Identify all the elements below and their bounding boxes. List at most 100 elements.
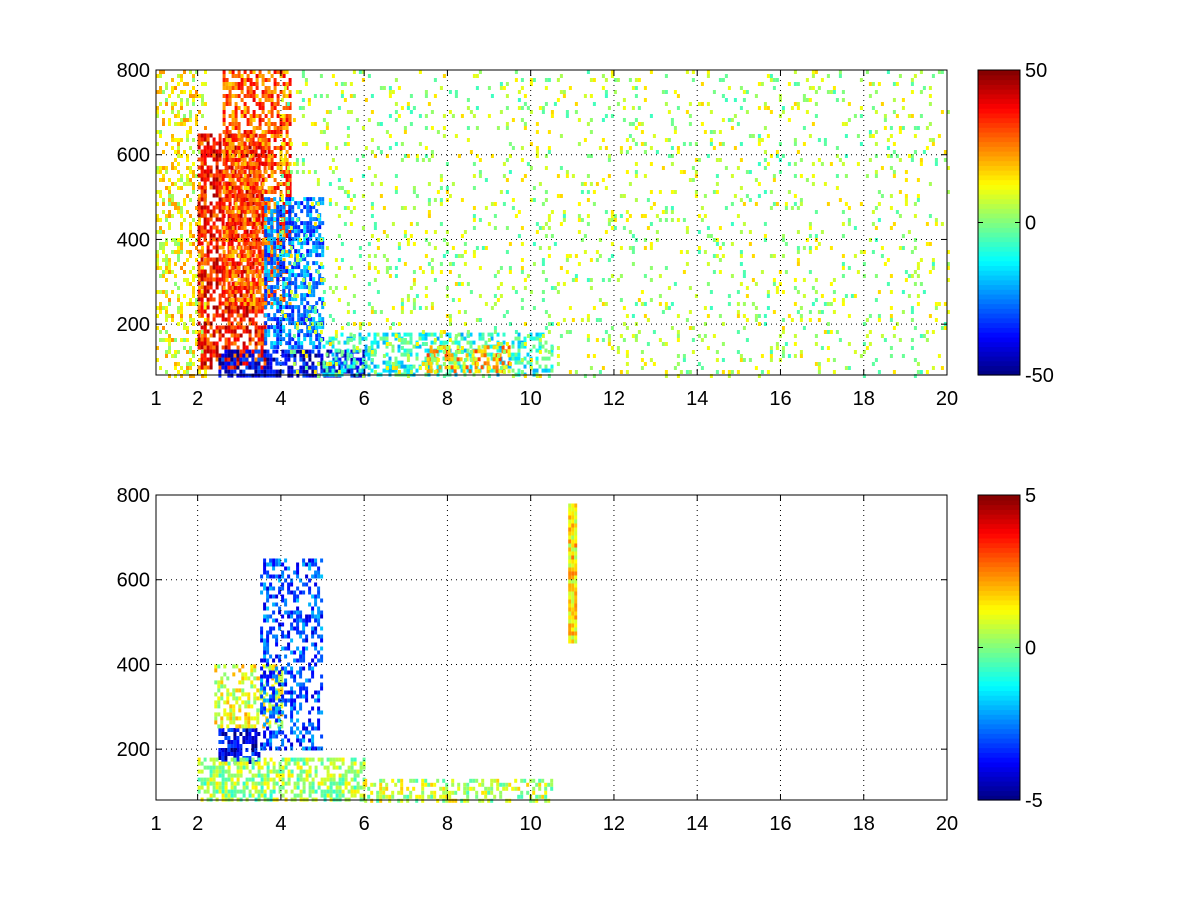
heatmap-cell xyxy=(523,278,527,282)
heatmap-cell xyxy=(186,282,189,286)
heatmap-cell xyxy=(670,146,674,150)
heatmap-cell xyxy=(255,78,259,82)
heatmap-cell xyxy=(487,332,491,337)
heatmap-cell xyxy=(685,250,689,254)
heatmap-cell xyxy=(538,350,542,354)
heatmap-cell xyxy=(252,234,256,238)
heatmap-cell xyxy=(643,174,647,178)
heatmap-cell xyxy=(472,114,476,118)
heatmap-cell xyxy=(270,305,274,310)
heatmap-cell xyxy=(234,202,238,206)
heatmap-cell xyxy=(459,357,463,362)
heatmap-cell xyxy=(252,270,256,274)
heatmap-cell xyxy=(355,360,359,365)
heatmap-cell xyxy=(195,302,198,306)
heatmap-cell xyxy=(508,266,512,270)
heatmap-cell xyxy=(306,293,310,298)
heatmap-cell xyxy=(367,346,371,350)
heatmap-cell xyxy=(781,106,785,110)
heatmap-cell xyxy=(171,250,174,254)
heatmap-cell xyxy=(853,254,857,258)
heatmap-cell xyxy=(730,222,734,226)
heatmap-cell xyxy=(766,370,770,374)
heatmap-cell xyxy=(556,78,560,82)
heatmap-cell xyxy=(643,142,647,146)
heatmap-cell xyxy=(359,373,363,378)
heatmap-cell xyxy=(349,266,353,270)
heatmap-cell xyxy=(243,158,247,162)
heatmap-cell xyxy=(733,98,737,102)
heatmap-cell xyxy=(817,310,821,314)
heatmap-cell xyxy=(577,230,581,234)
heatmap-cell xyxy=(171,110,174,114)
heatmap-cell xyxy=(288,345,292,350)
heatmap-cell xyxy=(307,306,311,310)
heatmap-cell xyxy=(347,369,351,374)
heatmap-cell xyxy=(481,344,485,349)
heatmap-cell xyxy=(198,302,201,306)
heatmap-cell xyxy=(382,360,386,365)
heatmap-cell xyxy=(267,237,271,242)
heatmap-cell xyxy=(619,370,623,374)
heatmap-cell xyxy=(352,334,356,338)
heatmap-cell xyxy=(319,130,323,134)
heatmap-cell xyxy=(186,174,189,178)
heatmap-cell xyxy=(288,102,292,106)
heatmap-cell xyxy=(248,365,252,370)
heatmap-cell xyxy=(616,350,620,354)
heatmap-cell xyxy=(346,364,350,369)
heatmap-cell xyxy=(511,146,515,150)
heatmap-cell xyxy=(168,302,171,306)
heatmap-cell xyxy=(249,178,253,182)
heatmap-cell xyxy=(448,262,452,266)
heatmap-cell xyxy=(832,370,836,374)
heatmap-cell xyxy=(221,333,225,338)
heatmap-cell xyxy=(282,213,286,218)
heatmap-cell xyxy=(315,325,319,330)
heatmap-cell xyxy=(406,340,410,345)
heatmap-cell xyxy=(292,294,296,298)
heatmap-cell xyxy=(180,154,183,158)
heatmap-cell xyxy=(694,142,698,146)
heatmap-cell xyxy=(505,122,509,126)
heatmap-cell xyxy=(318,225,322,230)
heatmap-cell xyxy=(412,282,416,286)
heatmap-cell xyxy=(514,336,518,341)
heatmap-cell xyxy=(171,194,174,198)
heatmap-cell xyxy=(430,332,434,337)
heatmap-cell xyxy=(159,338,162,342)
heatmap-cell xyxy=(242,133,246,138)
heatmap-cell xyxy=(571,278,575,282)
heatmap-cell xyxy=(254,145,258,150)
heatmap-cell xyxy=(376,340,380,345)
heatmap-cell xyxy=(835,154,839,158)
heatmap-cell xyxy=(257,193,261,198)
heatmap-cell xyxy=(276,245,280,250)
heatmap-cell xyxy=(430,110,434,114)
heatmap-cell xyxy=(209,333,213,338)
heatmap-cell xyxy=(317,353,321,358)
heatmap-cell xyxy=(257,353,261,358)
heatmap-cell xyxy=(218,265,222,270)
heatmap-cell xyxy=(239,373,243,378)
heatmap-cell xyxy=(823,330,827,334)
heatmap-cell xyxy=(183,118,186,122)
heatmap-cell xyxy=(307,98,311,102)
heatmap-cell xyxy=(261,142,265,146)
heatmap-cell xyxy=(288,82,292,86)
heatmap-cell xyxy=(306,221,310,226)
heatmap-cell xyxy=(334,146,338,150)
heatmap-cell xyxy=(264,265,268,270)
heatmap-cell xyxy=(234,270,238,274)
heatmap-cell xyxy=(340,90,344,94)
heatmap-cell xyxy=(270,225,274,230)
heatmap-cell xyxy=(754,314,758,318)
heatmap-cell xyxy=(209,325,213,330)
heatmap-cell xyxy=(295,370,299,374)
heatmap-cell xyxy=(260,221,264,226)
heatmap-cell xyxy=(475,318,479,322)
heatmap-cell xyxy=(285,94,289,98)
heatmap-cell xyxy=(874,174,878,178)
heatmap-cell xyxy=(197,133,201,138)
heatmap-cell xyxy=(469,350,473,354)
